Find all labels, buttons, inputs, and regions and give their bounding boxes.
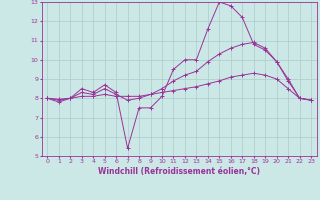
X-axis label: Windchill (Refroidissement éolien,°C): Windchill (Refroidissement éolien,°C) (98, 167, 260, 176)
